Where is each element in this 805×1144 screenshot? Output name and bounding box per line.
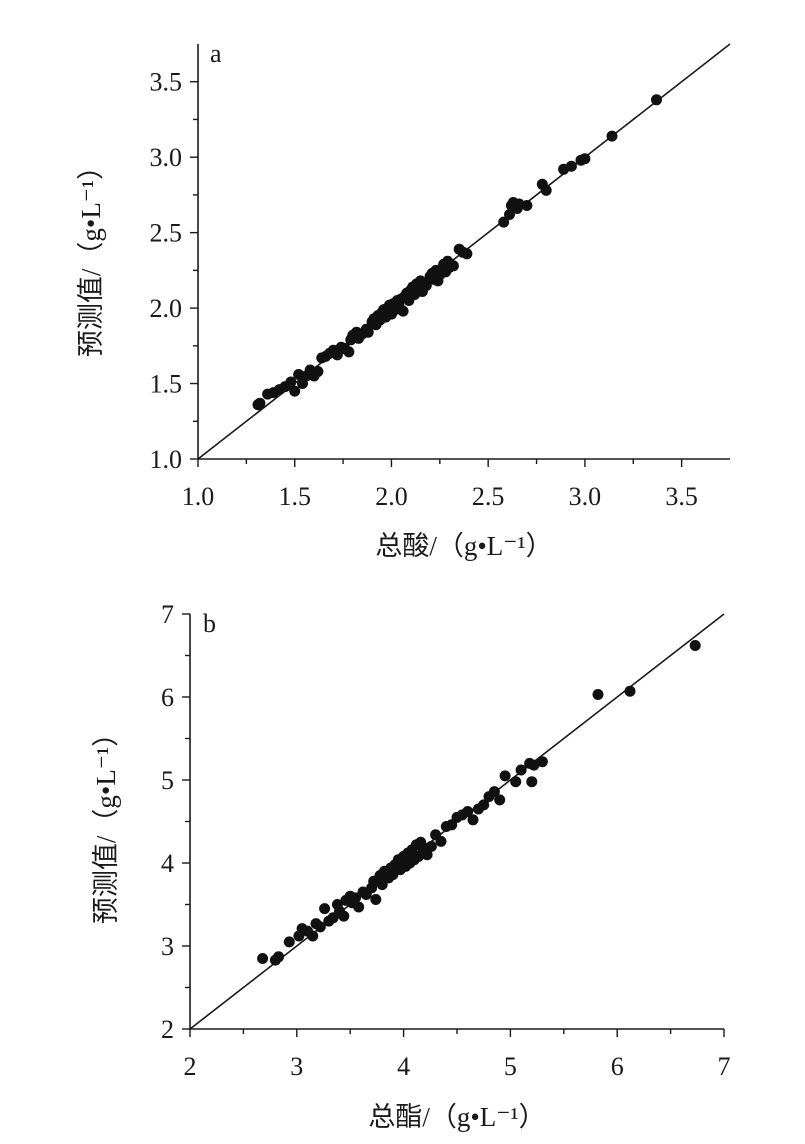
panel-b-label: b [203, 609, 216, 638]
y-tick-label: 1.0 [150, 445, 183, 474]
data-point [343, 346, 355, 358]
panel-b-x-axis-title: 总酯/（g•L⁻¹） [368, 1102, 545, 1132]
data-point [488, 786, 500, 798]
data-point [273, 951, 285, 963]
data-point [397, 305, 409, 317]
x-tick-label: 1.0 [182, 482, 215, 511]
data-point [307, 930, 319, 942]
data-point [521, 200, 533, 211]
data-point [494, 794, 506, 806]
y-tick-label: 2.5 [150, 219, 183, 248]
data-point [462, 806, 474, 817]
data-point [257, 953, 269, 964]
y-tick-label: 3 [161, 932, 174, 961]
x-tick-label: 4 [397, 1052, 410, 1081]
y-tick-label: 2.0 [150, 294, 183, 323]
y-tick-label: 7 [161, 600, 174, 629]
panel-a-ticks: 1.0 1.5 2.0 2.5 3.0 3.5 1.0 1.5 2.0 2.5 3.0 3.5 [150, 68, 698, 511]
data-point [592, 689, 604, 700]
x-tick-label: 1.5 [278, 482, 311, 511]
data-point [420, 280, 432, 291]
data-point [498, 216, 510, 228]
data-point [565, 160, 577, 172]
data-point [283, 936, 295, 948]
x-tick-label: 7 [718, 1052, 731, 1081]
x-tick-label: 3 [290, 1052, 303, 1081]
y-tick-label: 6 [161, 683, 174, 712]
panel-a-x-axis-title: 总酸/（g•L⁻¹） [375, 531, 552, 561]
y-tick-label: 3.0 [150, 143, 183, 172]
data-point [254, 397, 266, 409]
x-tick-label: 2.5 [472, 482, 505, 511]
data-point [606, 130, 618, 142]
y-tick-label: 1.5 [150, 370, 183, 399]
data-point [353, 901, 365, 913]
data-point [624, 685, 636, 697]
data-point [421, 849, 433, 861]
panel-a-y-axis-title: 预测值/（g•L⁻¹） [76, 153, 106, 357]
data-point [447, 260, 459, 272]
x-tick-label: 3.0 [569, 482, 602, 511]
y-tick-label: 4 [161, 849, 174, 878]
data-point [651, 94, 662, 106]
data-point [285, 376, 297, 388]
data-point [289, 385, 301, 397]
panel-a-points [252, 94, 662, 411]
x-tick-label: 5 [504, 1052, 517, 1081]
panel-b: b 2 3 4 5 6 7 2 3 4 5 6 7 总酯/（g•L⁻¹） 预测值/（g•L⁻¹） [91, 600, 731, 1132]
panel-a-label: a [210, 39, 222, 68]
data-point [510, 776, 522, 788]
data-point [319, 903, 331, 915]
data-point [467, 814, 479, 826]
data-point [338, 910, 350, 922]
y-tick-label: 3.5 [150, 68, 183, 97]
panel-b-points [257, 640, 701, 966]
y-tick-label: 2 [161, 1015, 174, 1044]
data-point [312, 366, 324, 377]
panel-a: a 1.0 1.5 2.0 2.5 3.0 3.5 1.0 1.5 2.0 2.5 3.0 3.5 总… [76, 39, 731, 561]
data-point [435, 835, 447, 847]
x-tick-label: 3.5 [665, 482, 698, 511]
panel-b-y-axis-title: 预测值/（g•L⁻¹） [91, 720, 121, 924]
data-point [526, 776, 538, 788]
data-point [425, 840, 437, 852]
data-point [362, 326, 374, 338]
data-point [504, 209, 515, 220]
data-point [314, 921, 326, 933]
data-point [540, 184, 552, 196]
data-point [370, 894, 382, 905]
data-point [515, 764, 527, 776]
x-tick-label: 6 [611, 1052, 624, 1081]
x-tick-label: 2 [184, 1052, 197, 1081]
data-point [350, 892, 361, 904]
data-point [536, 756, 548, 768]
data-point [579, 153, 591, 165]
data-point [499, 770, 511, 782]
data-point [478, 799, 490, 811]
data-point [528, 759, 540, 771]
y-tick-label: 5 [161, 766, 174, 795]
data-point [689, 640, 701, 651]
panel-b-ticks: 2 3 4 5 6 7 2 3 4 5 6 7 [161, 600, 731, 1081]
x-tick-label: 2.0 [375, 482, 408, 511]
data-point [461, 248, 473, 260]
